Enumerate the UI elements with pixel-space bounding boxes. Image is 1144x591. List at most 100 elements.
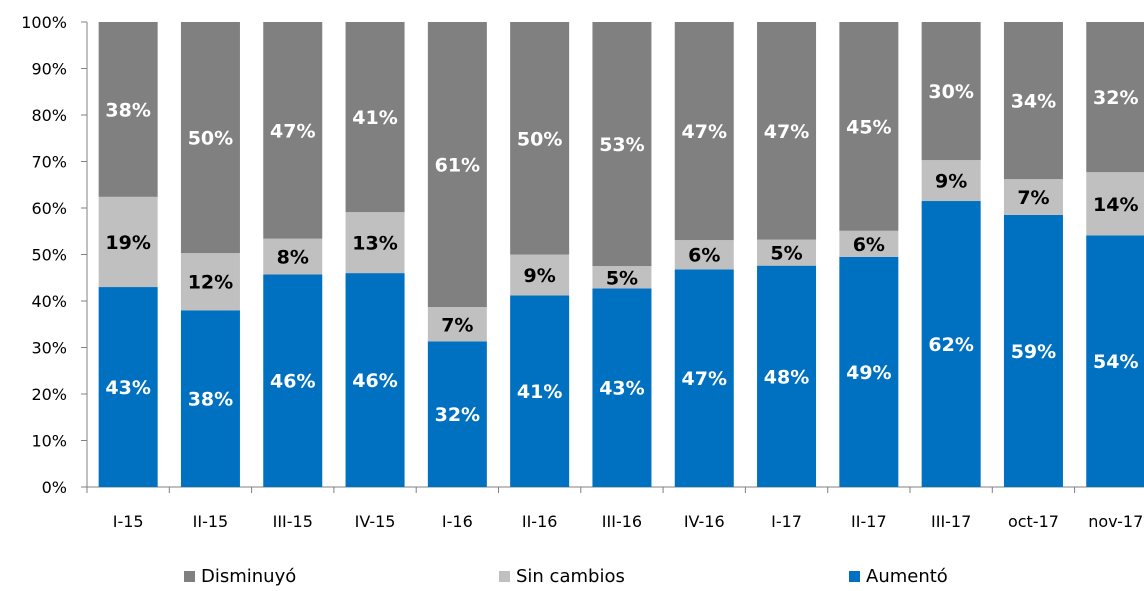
bar-segment-1 xyxy=(345,212,405,274)
bar-segment-2 xyxy=(592,22,652,267)
y-tick-label: 30% xyxy=(31,339,67,358)
data-label: 43% xyxy=(599,378,644,400)
x-tick-label: III-17 xyxy=(931,512,971,531)
x-tick-label: III-15 xyxy=(273,512,313,531)
bar-segment-2 xyxy=(98,22,158,197)
bar-segment-0 xyxy=(674,269,734,487)
data-label: 6% xyxy=(688,245,720,267)
data-label: 32% xyxy=(1093,87,1138,109)
bar-segment-0 xyxy=(839,256,899,487)
data-label: 38% xyxy=(105,99,150,121)
y-axis: 0% 10% 20% 30% 40% 50% 60% 70% 80% 90% 100% xyxy=(21,13,88,497)
x-tick-label: II-17 xyxy=(851,512,887,531)
data-label: 46% xyxy=(270,371,315,393)
bar-segment-2 xyxy=(1003,22,1063,180)
data-label: 47% xyxy=(270,120,315,142)
data-label: 59% xyxy=(1011,341,1056,363)
bar-segment-1 xyxy=(592,266,652,289)
bar-segment-1 xyxy=(427,307,487,342)
data-label: 48% xyxy=(764,366,809,388)
data-label: 6% xyxy=(853,234,885,256)
x-tick-label: II-16 xyxy=(522,512,558,531)
bar-segment-1 xyxy=(98,196,158,288)
data-label: 53% xyxy=(599,134,644,156)
data-label: 45% xyxy=(846,116,891,138)
bar-segment-2 xyxy=(674,22,734,241)
bar-segment-2 xyxy=(921,22,981,161)
y-tick-label: 50% xyxy=(31,246,67,265)
y-tick-label: 80% xyxy=(31,106,67,125)
x-tick-label: III-16 xyxy=(602,512,642,531)
y-tick-label: 60% xyxy=(31,199,67,218)
bar-segment-1 xyxy=(1003,179,1063,215)
data-label: 30% xyxy=(928,81,973,103)
y-tick-label: 0% xyxy=(42,478,67,497)
data-label: 50% xyxy=(517,128,562,150)
y-tick-label: 70% xyxy=(31,153,67,172)
x-axis: I-15 II-15 III-15 IV-15 I-16 II-16 III-16 IV-16… xyxy=(86,486,1144,531)
bar-segment-0 xyxy=(510,295,570,487)
bar-segment-2 xyxy=(345,22,405,213)
x-tick-label: IV-16 xyxy=(684,512,725,531)
bar-segment-0 xyxy=(1003,214,1063,487)
data-label: 47% xyxy=(682,121,727,143)
data-label: 19% xyxy=(105,232,150,254)
bar-segment-1 xyxy=(1086,172,1144,236)
data-label: 46% xyxy=(352,370,397,392)
y-tick-label: 100% xyxy=(21,13,67,32)
legend-swatch xyxy=(499,571,510,582)
bar-segment-2 xyxy=(510,22,570,255)
data-label: 9% xyxy=(524,265,556,287)
legend: Disminuyó Sin cambios Aumentó xyxy=(184,566,948,587)
x-tick-label: II-15 xyxy=(193,512,229,531)
data-label: 47% xyxy=(682,368,727,390)
y-tick-label: 40% xyxy=(31,292,67,311)
data-label: 43% xyxy=(105,377,150,399)
data-label: 38% xyxy=(188,389,233,411)
data-label: 8% xyxy=(277,247,309,269)
legend-swatch xyxy=(184,571,195,582)
data-label: 5% xyxy=(770,243,802,265)
data-label: 12% xyxy=(188,272,233,294)
legend-swatch xyxy=(849,571,860,582)
bar-segment-0 xyxy=(427,341,487,487)
data-label: 62% xyxy=(928,334,973,356)
y-tick-label: 10% xyxy=(31,432,67,451)
data-label: 50% xyxy=(188,128,233,150)
bar-segment-0 xyxy=(1086,235,1144,487)
data-labels: 43% 19% 38% 38% 12% 50% 46% 8% 47% 46% 13% 41% 32% 7%… xyxy=(105,81,1138,426)
legend-label: Disminuyó xyxy=(201,566,296,587)
data-label: 14% xyxy=(1093,194,1138,216)
data-label: 7% xyxy=(441,314,473,336)
bar-segment-0 xyxy=(180,310,240,487)
x-tick-label: I-17 xyxy=(771,512,802,531)
bar-segment-2 xyxy=(839,22,899,231)
data-label: 47% xyxy=(764,121,809,143)
bar-segment-2 xyxy=(180,22,240,254)
bar-segment-0 xyxy=(98,287,158,487)
y-tick-label: 90% xyxy=(31,60,67,79)
bar-segment-0 xyxy=(757,265,817,487)
bar-segment-0 xyxy=(263,274,323,487)
bar-segment-1 xyxy=(839,230,899,257)
bar-segment-1 xyxy=(757,239,817,266)
data-label: 61% xyxy=(435,155,480,177)
data-label: 41% xyxy=(517,381,562,403)
legend-label: Aumentó xyxy=(866,566,948,587)
bar-segment-1 xyxy=(180,253,240,311)
bar-segment-0 xyxy=(345,273,405,487)
data-label: 5% xyxy=(606,267,638,289)
data-label: 54% xyxy=(1093,351,1138,373)
bar-segment-1 xyxy=(921,160,981,202)
bar-segment-1 xyxy=(510,254,570,296)
x-tick-label: I-16 xyxy=(442,512,473,531)
bar-segment-1 xyxy=(674,240,734,270)
data-label: 49% xyxy=(846,362,891,384)
data-label: 34% xyxy=(1011,91,1056,113)
y-tick-label: 20% xyxy=(31,385,67,404)
x-tick-label: oct-17 xyxy=(1008,512,1059,531)
data-label: 9% xyxy=(935,171,967,193)
legend-label: Sin cambios xyxy=(516,566,625,587)
bar-segment-1 xyxy=(263,238,323,275)
bar-segment-0 xyxy=(921,201,981,487)
